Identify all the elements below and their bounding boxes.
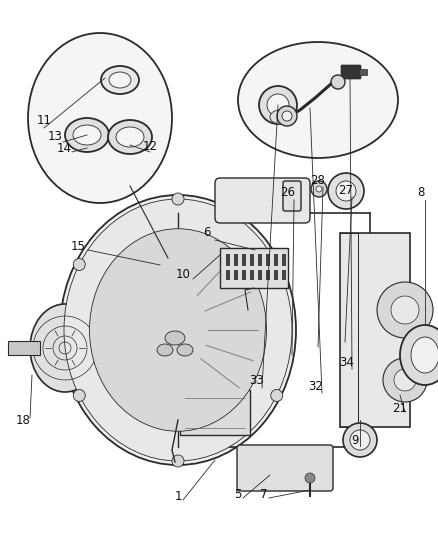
Ellipse shape (177, 344, 193, 356)
Bar (234, 270, 238, 280)
Circle shape (383, 358, 427, 402)
Text: 1: 1 (174, 489, 182, 503)
Ellipse shape (101, 66, 139, 94)
Text: 21: 21 (392, 401, 407, 415)
Ellipse shape (238, 42, 398, 158)
Circle shape (394, 369, 416, 391)
Circle shape (172, 193, 184, 205)
Bar (266, 270, 270, 280)
Bar (8, 341, 40, 355)
Text: 11: 11 (36, 114, 52, 126)
Bar (258, 270, 262, 280)
Bar (266, 254, 270, 266)
Bar (226, 270, 230, 280)
Text: 27: 27 (339, 183, 353, 197)
Text: 28: 28 (311, 174, 325, 187)
Text: 9: 9 (351, 434, 359, 448)
Circle shape (391, 296, 419, 324)
Circle shape (271, 259, 283, 271)
FancyBboxPatch shape (341, 65, 361, 79)
Circle shape (73, 259, 85, 271)
Bar (340, 233, 410, 427)
Ellipse shape (89, 229, 266, 431)
Bar (250, 254, 254, 266)
Circle shape (316, 186, 322, 192)
Bar (226, 254, 230, 266)
Bar (250, 270, 254, 280)
Text: 15: 15 (71, 240, 85, 254)
Ellipse shape (30, 304, 100, 392)
Ellipse shape (270, 110, 290, 124)
Ellipse shape (28, 33, 172, 203)
Text: 10: 10 (176, 269, 191, 281)
FancyBboxPatch shape (237, 445, 333, 491)
Ellipse shape (109, 72, 131, 88)
Circle shape (311, 181, 327, 197)
Text: 26: 26 (280, 187, 296, 199)
Ellipse shape (157, 344, 173, 356)
Bar (180, 390, 250, 435)
Ellipse shape (328, 173, 364, 209)
Circle shape (331, 75, 345, 89)
Text: 6: 6 (203, 227, 211, 239)
Circle shape (405, 330, 435, 360)
Ellipse shape (73, 125, 101, 145)
Circle shape (277, 106, 297, 126)
Circle shape (172, 455, 184, 467)
Bar (220, 248, 288, 288)
Ellipse shape (64, 199, 292, 461)
Bar (359, 69, 367, 75)
Bar (282, 270, 286, 280)
Text: 8: 8 (417, 185, 425, 198)
Bar (274, 270, 278, 280)
Ellipse shape (108, 120, 152, 154)
Ellipse shape (411, 337, 438, 373)
Bar (258, 254, 262, 266)
Bar (242, 270, 246, 280)
Text: 12: 12 (142, 141, 158, 154)
Ellipse shape (60, 195, 296, 465)
Ellipse shape (116, 127, 144, 147)
Bar (234, 254, 238, 266)
Ellipse shape (165, 331, 185, 345)
Text: 32: 32 (308, 379, 323, 392)
Ellipse shape (336, 181, 356, 201)
Text: 34: 34 (339, 356, 354, 368)
Ellipse shape (267, 94, 289, 116)
Text: 33: 33 (250, 375, 265, 387)
Bar (274, 254, 278, 266)
Ellipse shape (400, 325, 438, 385)
Text: 18: 18 (16, 414, 30, 426)
Circle shape (377, 282, 433, 338)
Circle shape (305, 473, 315, 483)
Circle shape (73, 390, 85, 401)
Bar (282, 254, 286, 266)
Text: 13: 13 (48, 131, 63, 143)
FancyBboxPatch shape (215, 178, 310, 223)
Bar (242, 254, 246, 266)
Text: 5: 5 (234, 489, 242, 502)
Ellipse shape (259, 86, 297, 124)
Circle shape (271, 390, 283, 401)
Ellipse shape (350, 430, 370, 450)
Text: 7: 7 (260, 489, 268, 502)
Text: 14: 14 (57, 141, 71, 155)
FancyBboxPatch shape (283, 181, 301, 211)
Circle shape (282, 111, 292, 121)
Ellipse shape (343, 423, 377, 457)
Ellipse shape (65, 118, 109, 152)
